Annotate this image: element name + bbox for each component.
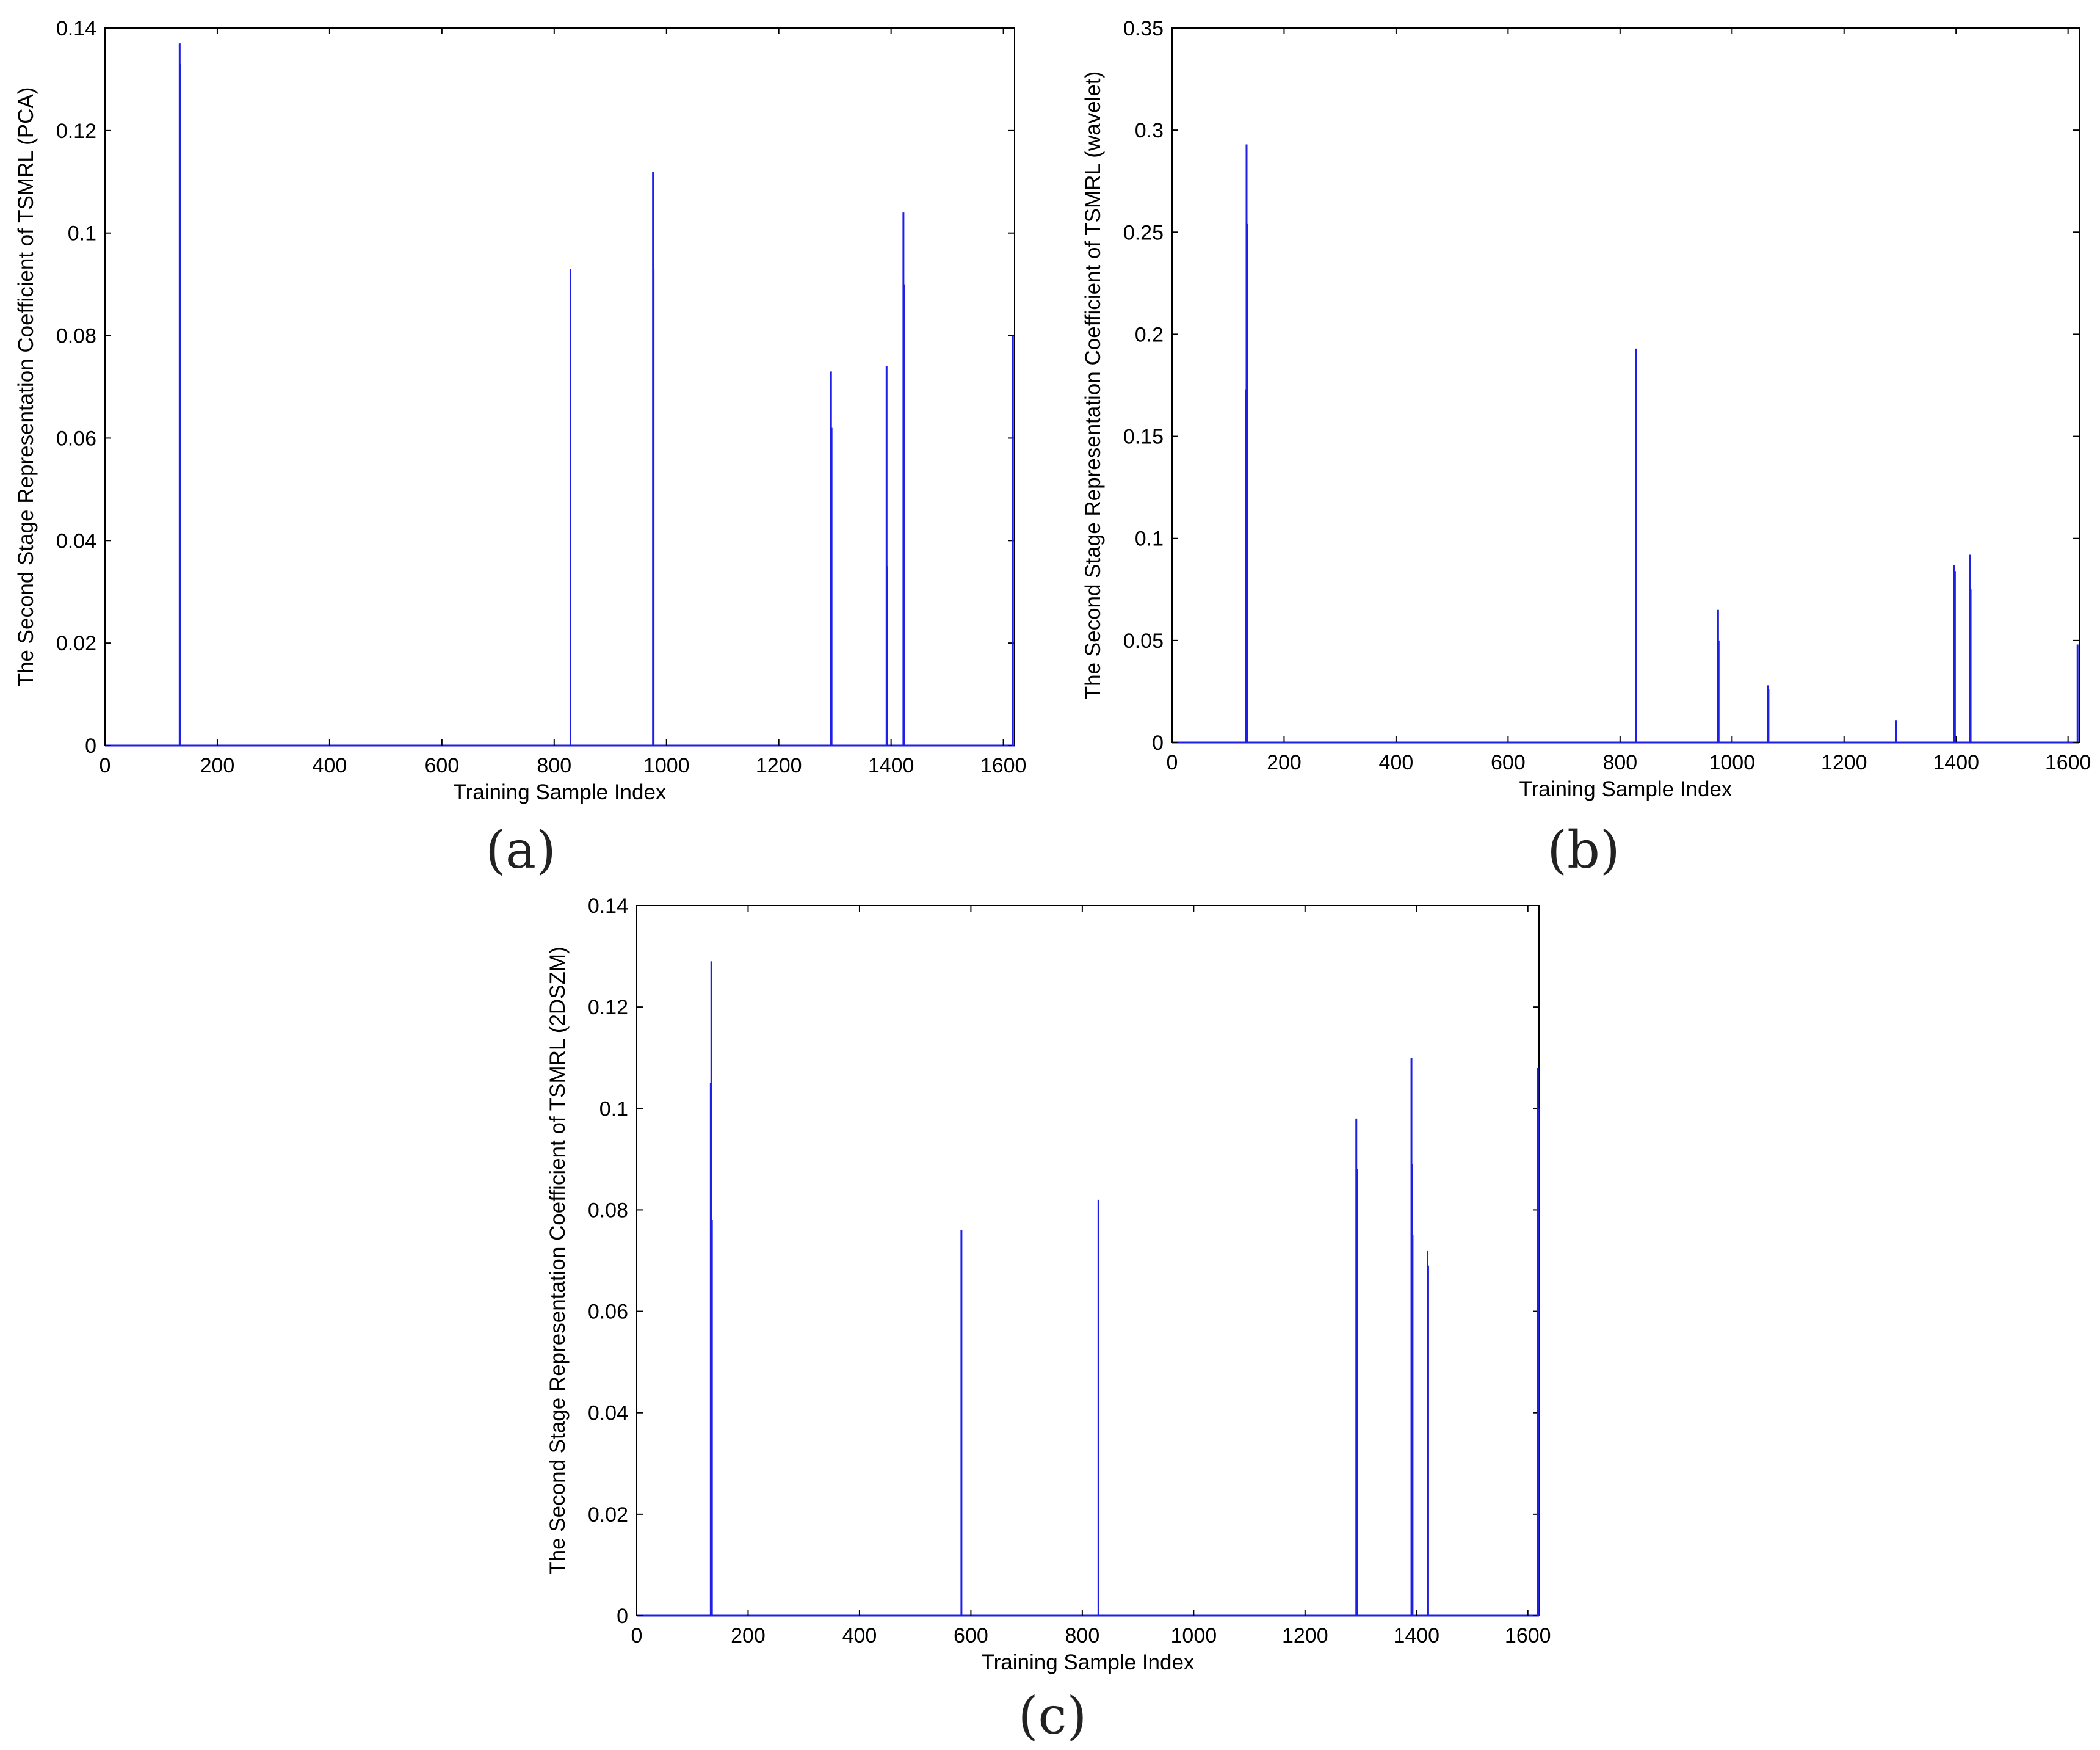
x-tick-label-a: 1600 bbox=[980, 754, 1027, 777]
x-tick-label-b: 1400 bbox=[1933, 751, 1979, 774]
x-tick-label-a: 800 bbox=[537, 754, 571, 777]
y-tick-label-c: 0 bbox=[617, 1605, 628, 1628]
y-tick-label-b: 0 bbox=[1152, 732, 1164, 755]
x-tick-label-c: 200 bbox=[731, 1624, 766, 1647]
y-tick-label-b: 0.05 bbox=[1123, 630, 1164, 653]
y-tick-label-b: 0.1 bbox=[1135, 528, 1164, 551]
x-tick-label-b: 200 bbox=[1267, 751, 1302, 774]
x-tick-label-a: 1000 bbox=[643, 754, 690, 777]
x-tick-label-c: 600 bbox=[954, 1624, 988, 1647]
y-tick-label-a: 0.08 bbox=[56, 325, 96, 348]
y-tick-label-a: 0.1 bbox=[68, 222, 96, 245]
x-tick-label-c: 1200 bbox=[1282, 1624, 1328, 1647]
x-tick-label-c: 800 bbox=[1065, 1624, 1100, 1647]
x-axis-label-a: Training Sample Index bbox=[454, 780, 667, 804]
x-tick-label-a: 600 bbox=[424, 754, 459, 777]
chart-a-group: 0 200 400 600 800 1000 1200 1400 1600 0 0.02 0.04 0.… bbox=[14, 17, 1026, 804]
y-tick-label-c: 0.14 bbox=[588, 895, 628, 918]
x-tick-label-a: 200 bbox=[200, 754, 235, 777]
y-tick-label-a: 0.14 bbox=[56, 17, 96, 40]
chart-b-group: 0 200 400 600 800 1000 1200 1400 1600 0 0.05 0.1 0.1… bbox=[1081, 17, 2091, 801]
x-tick-label-b: 1600 bbox=[2045, 751, 2091, 774]
x-tick-label-b: 800 bbox=[1602, 751, 1637, 774]
y-tick-label-b: 0.2 bbox=[1135, 323, 1164, 346]
x-axis-label-c: Training Sample Index bbox=[982, 1650, 1195, 1674]
x-tick-label-b: 600 bbox=[1491, 751, 1526, 774]
y-tick-label-c: 0.12 bbox=[588, 996, 628, 1019]
y-tick-label-b: 0.35 bbox=[1123, 17, 1164, 40]
panel-caption-a: (a) bbox=[485, 820, 556, 880]
x-axis-label-b: Training Sample Index bbox=[1519, 777, 1732, 801]
y-tick-label-c: 0.06 bbox=[588, 1301, 628, 1324]
x-tick-label-c: 1000 bbox=[1171, 1624, 1217, 1647]
x-tick-label-c: 1400 bbox=[1393, 1624, 1439, 1647]
panel-caption-b: (b) bbox=[1547, 820, 1620, 880]
y-tick-label-c: 0.04 bbox=[588, 1402, 628, 1425]
x-tick-label-b: 1000 bbox=[1709, 751, 1755, 774]
y-tick-label-b: 0.3 bbox=[1135, 119, 1164, 142]
y-tick-label-a: 0.02 bbox=[56, 632, 96, 655]
x-tick-label-a: 0 bbox=[100, 754, 111, 777]
y-axis-label-c: The Second Stage Representation Coeffici… bbox=[546, 946, 570, 1574]
y-tick-label-a: 0 bbox=[85, 735, 96, 758]
y-tick-label-a: 0.06 bbox=[56, 427, 96, 450]
y-tick-label-a: 0.12 bbox=[56, 120, 96, 143]
y-axis-label-a: The Second Stage Representation Coeffici… bbox=[14, 87, 38, 687]
x-tick-label-a: 1400 bbox=[868, 754, 914, 777]
x-tick-label-a: 400 bbox=[313, 754, 347, 777]
y-tick-label-b: 0.25 bbox=[1123, 221, 1164, 244]
x-tick-label-b: 400 bbox=[1379, 751, 1414, 774]
chart-c-group: 0 200 400 600 800 1000 1200 1400 1600 0 0.02 0.04 0.… bbox=[546, 895, 1551, 1674]
y-axis-label-b: The Second Stage Representation Coeffici… bbox=[1081, 71, 1105, 700]
x-tick-label-b: 1200 bbox=[1821, 751, 1867, 774]
y-tick-label-b: 0.15 bbox=[1123, 426, 1164, 449]
x-tick-label-c: 0 bbox=[631, 1624, 643, 1647]
x-tick-label-b: 0 bbox=[1167, 751, 1178, 774]
y-tick-label-c: 0.02 bbox=[588, 1503, 628, 1527]
panel-caption-c: (c) bbox=[1018, 1686, 1087, 1746]
y-tick-label-c: 0.1 bbox=[599, 1097, 628, 1120]
x-tick-label-c: 1600 bbox=[1505, 1624, 1551, 1647]
plot-frame-c bbox=[636, 905, 1540, 1616]
x-tick-label-c: 400 bbox=[842, 1624, 877, 1647]
y-tick-label-c: 0.08 bbox=[588, 1199, 628, 1222]
plot-frame-b bbox=[1171, 27, 2080, 743]
x-tick-label-a: 1200 bbox=[756, 754, 802, 777]
y-tick-label-a: 0.04 bbox=[56, 529, 96, 553]
plot-frame-a bbox=[104, 27, 1015, 746]
